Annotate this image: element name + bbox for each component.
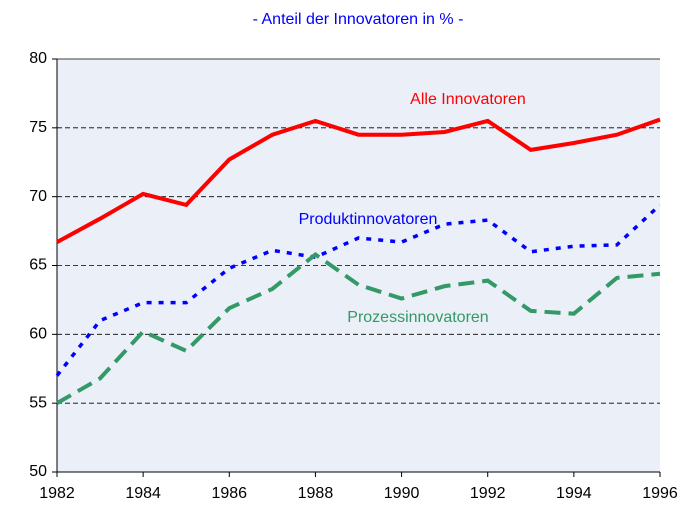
x-tick-label: 1984 xyxy=(125,485,161,502)
series-label: Alle Innovatoren xyxy=(410,91,526,108)
y-tick-label: 75 xyxy=(29,119,47,136)
series-line xyxy=(55,203,662,377)
y-tick-label: 80 xyxy=(29,50,47,67)
y-tick-label: 50 xyxy=(29,463,47,480)
x-tick-label: 1988 xyxy=(298,485,334,502)
series-line xyxy=(56,117,661,244)
x-tick-label: 1994 xyxy=(556,485,592,502)
series-label: Prozessinnovatoren xyxy=(347,309,488,326)
y-tick-label: 65 xyxy=(29,257,47,274)
x-tick-label: 1982 xyxy=(39,485,75,502)
y-tick-label: 55 xyxy=(29,394,47,411)
chart-title: - Anteil der Innovatoren in % - xyxy=(253,11,464,28)
x-tick-label: 1990 xyxy=(384,485,420,502)
series-label: Produktinnovatoren xyxy=(299,211,438,228)
y-tick-label: 70 xyxy=(29,188,47,205)
series-line xyxy=(56,251,661,405)
x-tick-label: 1986 xyxy=(211,485,247,502)
y-tick-label: 60 xyxy=(29,326,47,343)
x-tick-label: 1992 xyxy=(470,485,506,502)
x-tick-label: 1996 xyxy=(642,485,678,502)
